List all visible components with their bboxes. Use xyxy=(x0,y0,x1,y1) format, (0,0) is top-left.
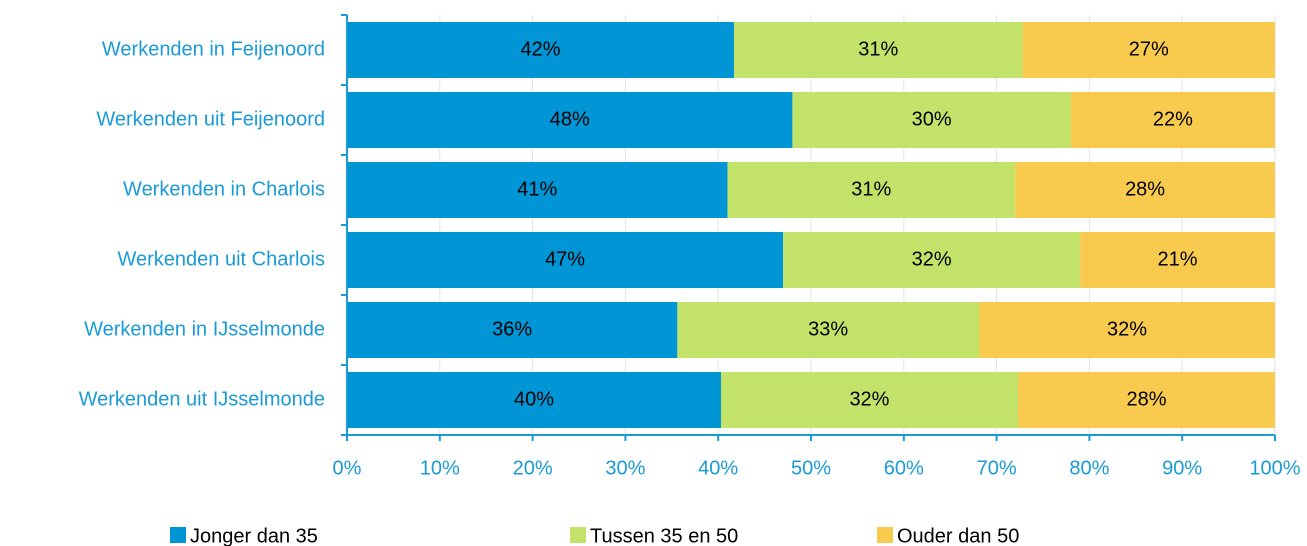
value-label: 32% xyxy=(849,388,889,410)
value-label: 28% xyxy=(1126,388,1166,410)
x-tick-label: 0% xyxy=(333,457,362,479)
x-tick-label: 90% xyxy=(1162,457,1202,479)
value-label: 40% xyxy=(514,388,554,410)
x-tick-label: 100% xyxy=(1249,457,1300,479)
y-tick-label: Werkenden uit Feijenoord xyxy=(96,108,325,130)
bar-segment xyxy=(720,372,1018,428)
bar-segment xyxy=(347,302,678,358)
x-tick-label: 60% xyxy=(884,457,924,479)
y-tick-label: Werkenden uit Charlois xyxy=(117,248,325,270)
bar-segment xyxy=(783,232,1081,288)
value-label: 36% xyxy=(492,318,532,340)
value-label: 31% xyxy=(858,38,898,60)
bar-segment xyxy=(347,372,721,428)
legend-swatch xyxy=(170,527,186,543)
bar-segment xyxy=(347,92,793,148)
bar-segment xyxy=(1017,372,1275,428)
bar-segment xyxy=(792,92,1071,148)
value-label: 41% xyxy=(517,178,557,200)
value-label: 32% xyxy=(912,248,952,270)
value-label: 27% xyxy=(1129,38,1169,60)
bar-segment xyxy=(1070,92,1275,148)
x-tick-label: 10% xyxy=(420,457,460,479)
legend-label: Ouder dan 50 xyxy=(897,525,1019,546)
y-tick-label: Werkenden uit IJsselmonde xyxy=(79,388,325,410)
value-label: 31% xyxy=(851,178,891,200)
legend-label: Tussen 35 en 50 xyxy=(590,525,738,546)
bar-segment xyxy=(347,162,728,218)
bar-segment xyxy=(347,232,784,288)
value-label: 33% xyxy=(808,318,848,340)
y-tick-label: Werkenden in IJsselmonde xyxy=(84,318,325,340)
value-label: 47% xyxy=(545,248,585,270)
value-label: 28% xyxy=(1125,178,1165,200)
value-label: 30% xyxy=(912,108,952,130)
legend-swatch xyxy=(877,527,893,543)
bar-segment xyxy=(1080,232,1275,288)
x-tick-label: 70% xyxy=(977,457,1017,479)
legend-label: Jonger dan 35 xyxy=(190,525,318,546)
value-label: 48% xyxy=(550,108,590,130)
legend-swatch xyxy=(570,527,586,543)
bar-segment xyxy=(978,302,1275,358)
y-tick-label: Werkenden in Charlois xyxy=(123,178,325,200)
x-tick-label: 50% xyxy=(791,457,831,479)
x-tick-label: 80% xyxy=(1069,457,1109,479)
x-tick-label: 30% xyxy=(605,457,645,479)
bar-segment xyxy=(347,22,734,78)
bar-segment xyxy=(1022,22,1275,78)
value-label: 22% xyxy=(1153,108,1193,130)
bar-segment xyxy=(727,162,1016,218)
value-label: 32% xyxy=(1107,318,1147,340)
bar-segment xyxy=(733,22,1023,78)
x-tick-label: 20% xyxy=(513,457,553,479)
x-tick-label: 40% xyxy=(698,457,738,479)
bar-segment xyxy=(677,302,979,358)
value-label: 42% xyxy=(520,38,560,60)
y-tick-label: Werkenden in Feijenoord xyxy=(102,38,325,60)
value-label: 21% xyxy=(1158,248,1198,270)
bar-segment xyxy=(1015,162,1275,218)
